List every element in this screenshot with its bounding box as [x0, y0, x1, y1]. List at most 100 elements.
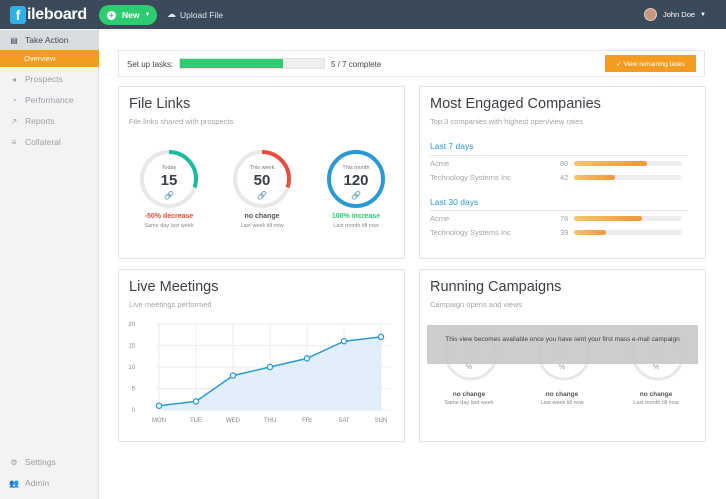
y-tick-label: 20 — [128, 322, 135, 328]
gauge-ring — [327, 150, 385, 208]
gauge-label: This month — [342, 165, 370, 171]
gauge-change: no change — [452, 391, 486, 398]
data-point — [192, 398, 200, 405]
period-label[interactable]: Last 7 days — [430, 141, 474, 151]
sidebar-item-label: Take Action — [25, 35, 69, 45]
divider — [430, 155, 688, 156]
main-content: Set up tasks: 5 / 7 complete ✓ View rema… — [99, 29, 726, 499]
campaign-unavailable-overlay: This view becomes available once you hav… — [427, 325, 698, 364]
card-title: Live Meetings — [129, 279, 219, 295]
view-remaining-tasks-button[interactable]: ✓ View remaining tasks — [605, 55, 696, 72]
setup-tasks-bar: Set up tasks: 5 / 7 complete ✓ View rema… — [118, 50, 705, 77]
gauge-change: no change — [244, 213, 280, 220]
sidebar-item-prospects[interactable]: ◂ Prospects — [0, 69, 99, 89]
divider — [430, 210, 688, 211]
live-meetings-card: Live Meetings Live meetings performed 0 5… — [118, 269, 405, 442]
logo-mark: f — [10, 6, 26, 24]
upload-file-button[interactable]: ☁ Upload File — [167, 9, 223, 20]
data-point — [266, 363, 274, 371]
stack-icon: ≡ — [11, 137, 17, 147]
new-button[interactable]: + New ▼ — [99, 5, 157, 25]
gauge-unit: % — [465, 364, 473, 371]
sidebar-item-performance[interactable]: ◔ Performance — [0, 90, 99, 110]
gauge-this-week: This week 50 🔗 no change Last week till … — [231, 148, 293, 229]
logo[interactable]: f ileboard — [10, 5, 87, 25]
gauge-today: Today 15 🔗 -50% decrease Same day last w… — [138, 148, 200, 229]
company-score-fill — [574, 230, 607, 235]
card-subtitle: File links shared with prospects — [129, 117, 234, 126]
company-name[interactable]: Acme — [430, 159, 450, 168]
data-point — [155, 402, 163, 409]
gauge-description: Same day last week — [144, 223, 194, 229]
gauge-description: Last week till now — [540, 400, 584, 406]
gauge-icon: ◔ — [11, 95, 17, 105]
sidebar-item-label: Prospects — [25, 74, 63, 84]
company-score-fill — [574, 216, 643, 221]
chevron-down-icon: ▼ — [700, 11, 706, 18]
x-tick-label: TUE — [190, 418, 202, 424]
company-score-bar — [574, 175, 682, 180]
sidebar-item-overview[interactable]: Overview — [0, 50, 99, 67]
plus-icon: + — [107, 10, 116, 20]
card-title: File Links — [129, 96, 191, 112]
new-button-label: New — [122, 10, 140, 20]
data-point — [229, 372, 237, 379]
data-point — [340, 337, 348, 345]
gauge-description: Last month till now — [633, 400, 679, 406]
period-label[interactable]: Last 30 days — [430, 197, 479, 207]
setup-progress-bar — [179, 58, 325, 69]
link-icon: 🔗 — [351, 191, 361, 200]
gauge-change: 100% increase — [331, 213, 381, 220]
area-fill — [159, 336, 381, 410]
logo-text: ileboard — [27, 6, 87, 23]
setup-progress-fill — [180, 59, 283, 68]
sidebar-item-settings[interactable]: ⚙ Settings — [0, 452, 99, 472]
sidebar-item-reports[interactable]: ↗ Reports — [0, 111, 99, 131]
users-icon: 👥 — [9, 478, 19, 488]
company-score-fill — [574, 161, 648, 166]
gauge-change: -50% decrease — [144, 213, 194, 220]
running-campaigns-card: Running Campaigns Campaign opens and vie… — [419, 269, 706, 442]
x-tick-label: SUN — [375, 418, 388, 424]
upload-file-label: Upload File — [180, 9, 223, 20]
sidebar-item-label: Collateral — [25, 137, 61, 147]
cloud-upload-icon: ☁ — [167, 9, 176, 19]
setup-tasks-label: Set up tasks: — [127, 60, 174, 69]
link-icon: 🔗 — [164, 191, 174, 200]
company-name[interactable]: Technology Systems Inc — [430, 173, 511, 182]
company-name[interactable]: Technology Systems Inc — [430, 228, 511, 237]
sidebar-item-label: Performance — [25, 95, 74, 105]
engaged-companies-card: Most Engaged Companies Top 3 companies w… — [419, 86, 706, 259]
gauge-value: 50 — [253, 172, 271, 189]
file-links-card: File Links File links shared with prospe… — [118, 86, 405, 259]
gauge-unit: % — [558, 364, 566, 371]
link-icon: 🔗 — [257, 191, 267, 200]
user-menu[interactable]: John Doe ▼ — [643, 8, 706, 21]
sidebar-item-admin[interactable]: 👥 Admin — [0, 473, 99, 493]
x-tick-label: SAT — [338, 418, 350, 424]
company-score: 39 — [560, 228, 569, 237]
inbox-icon: ▤ — [10, 35, 18, 45]
company-name[interactable]: Acme — [430, 214, 450, 223]
gauge-this-month: This month 120 🔗 100% increase Last mont… — [325, 148, 387, 229]
gauge-label: This week — [249, 165, 275, 171]
top-bar: f ileboard + New ▼ ☁ Upload File John Do… — [0, 0, 726, 29]
x-tick-label: FRI — [302, 418, 312, 424]
trend-icon: ↗ — [10, 116, 18, 126]
company-score: 42 — [560, 173, 569, 182]
gauge-value: 15 — [160, 172, 178, 189]
company-score-fill — [574, 175, 616, 180]
avatar — [643, 8, 657, 21]
card-subtitle: Top 3 companies with highest open/view r… — [430, 117, 584, 126]
gauge-change: no change — [545, 391, 579, 398]
card-subtitle: Live meetings performed — [129, 300, 212, 309]
y-tick-label: 15 — [128, 344, 135, 350]
sidebar-item-label: Overview — [24, 54, 56, 63]
y-tick-label: 10 — [128, 365, 135, 371]
data-point — [303, 355, 311, 362]
gauge-description: Same day last week — [444, 400, 494, 406]
company-score: 76 — [560, 214, 569, 223]
sidebar-item-take-action[interactable]: ▤ Take Action — [0, 30, 99, 50]
sidebar-item-collateral[interactable]: ≡ Collateral — [0, 132, 99, 152]
